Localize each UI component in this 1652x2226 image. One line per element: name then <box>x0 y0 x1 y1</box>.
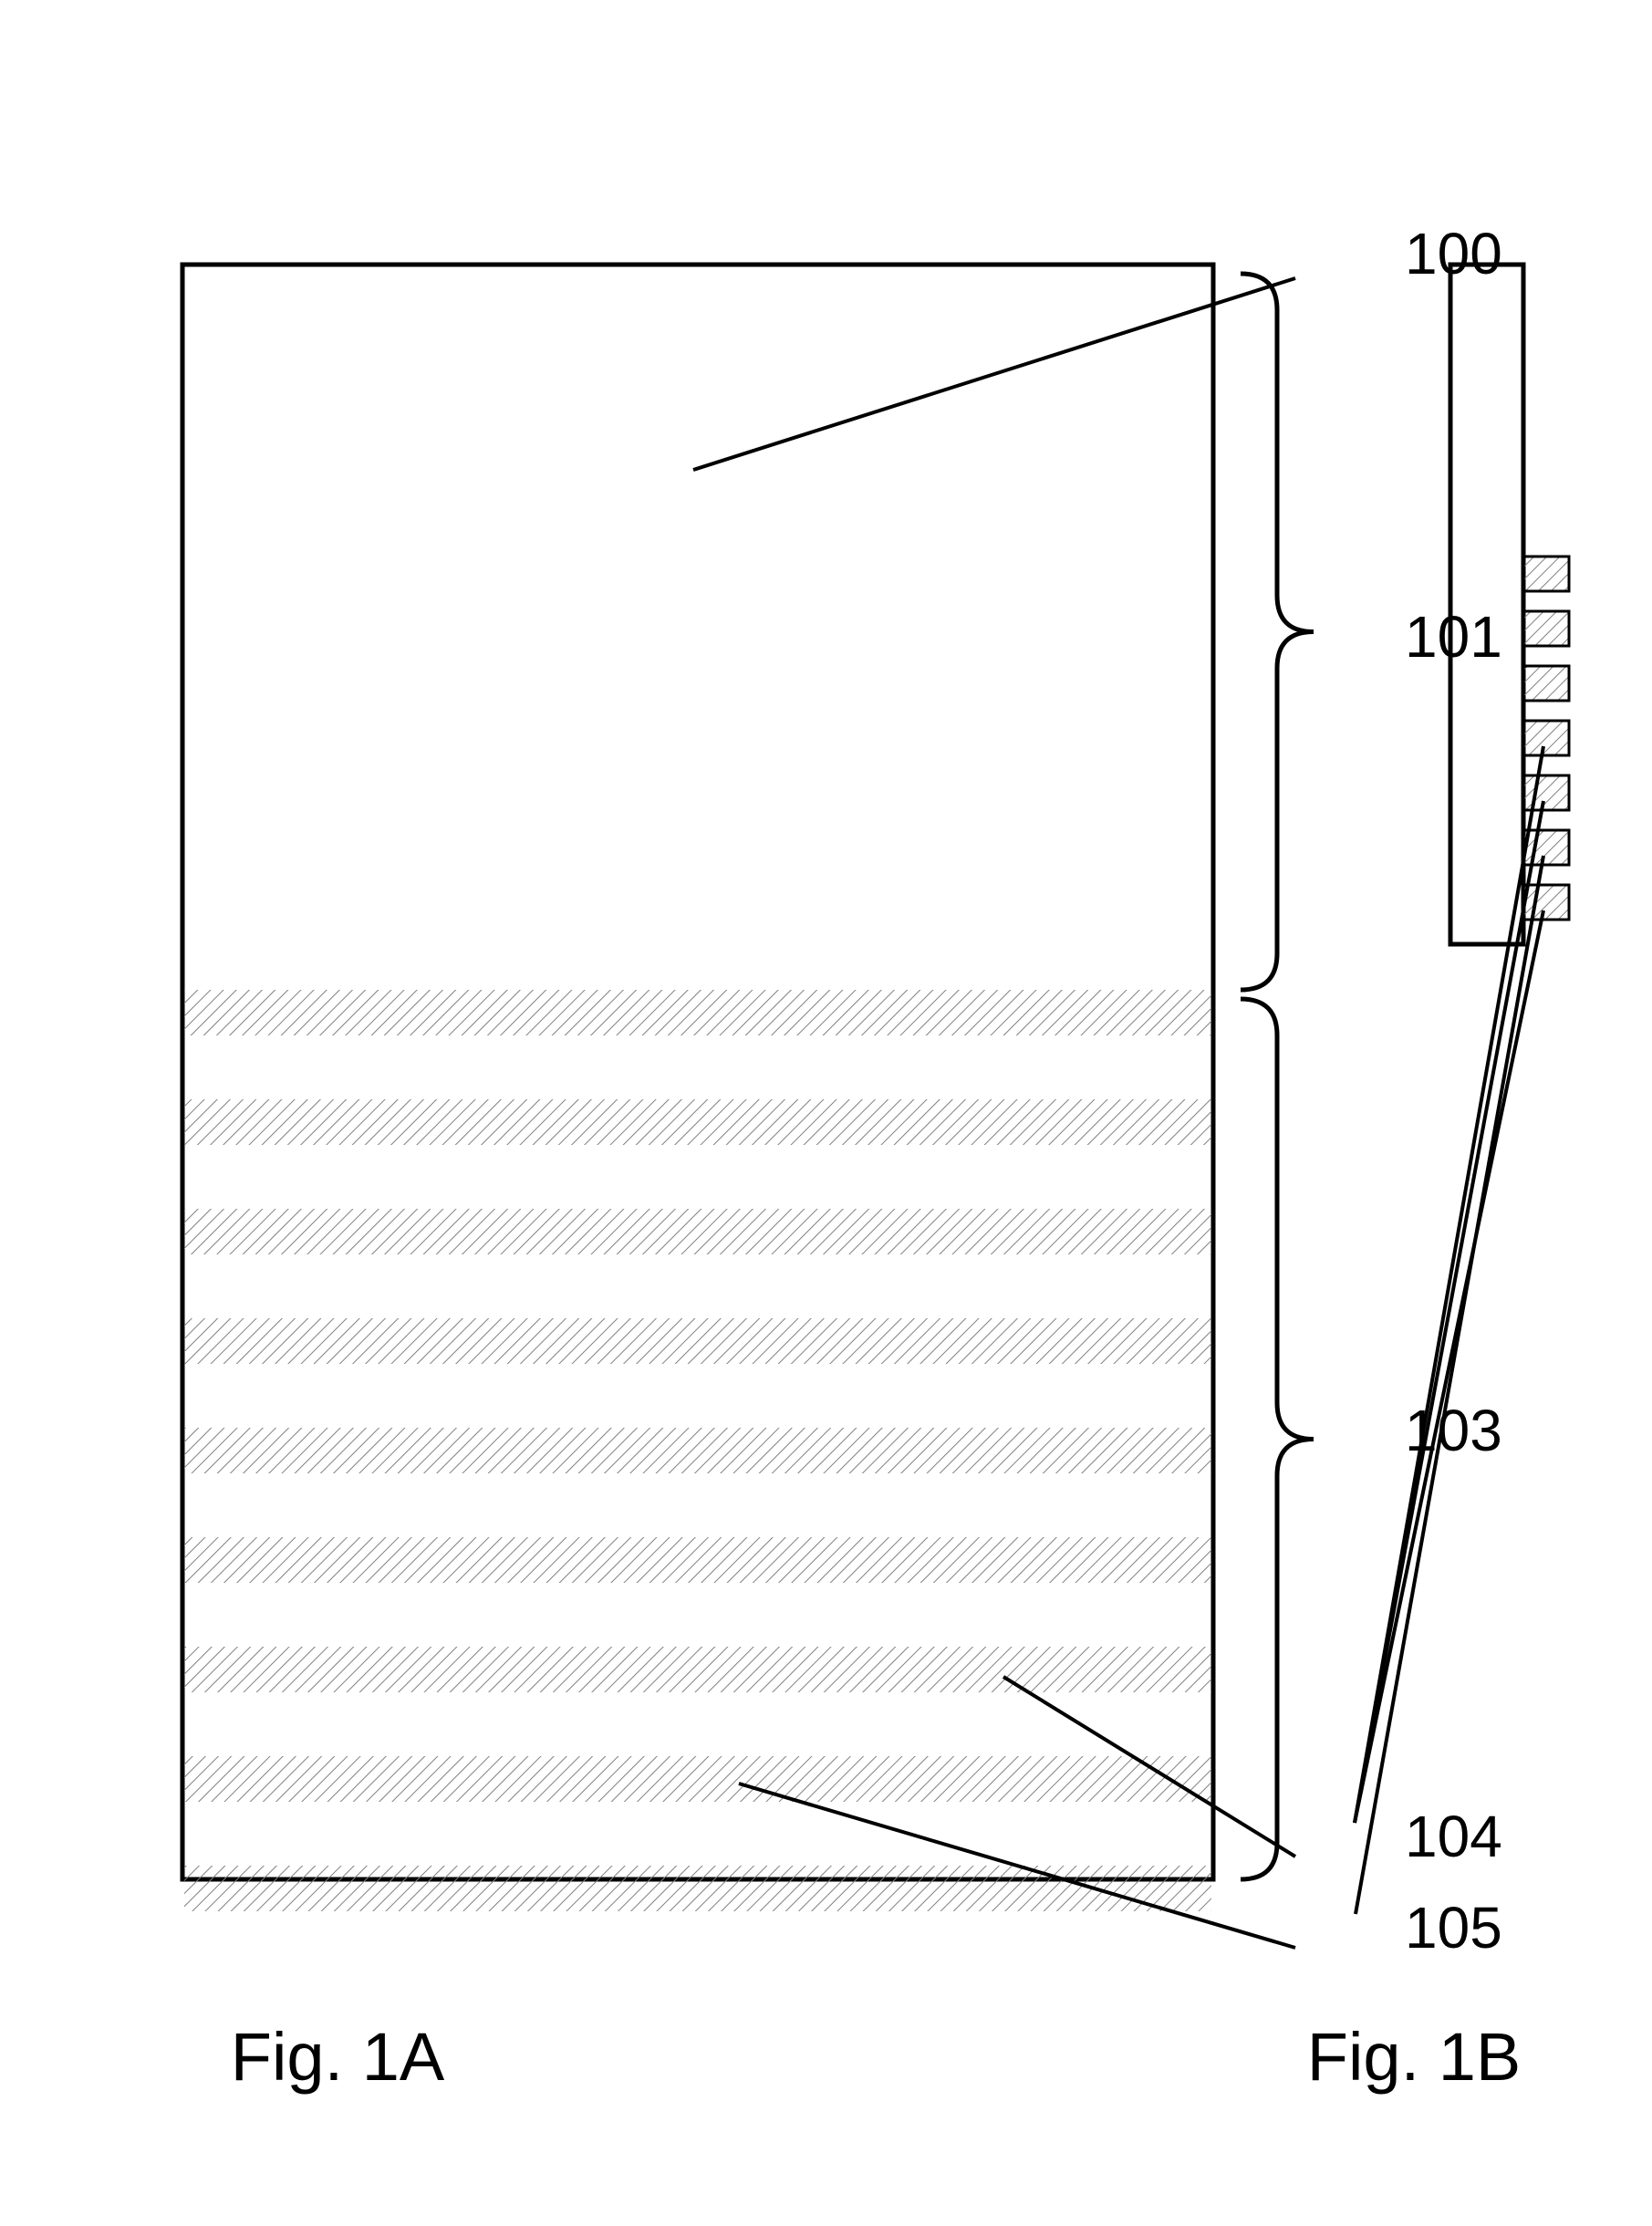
structure-100 <box>182 265 1213 1879</box>
label-100: 100 <box>1405 221 1502 286</box>
leader-line <box>1355 910 1543 1823</box>
leader-line <box>693 278 1295 470</box>
layer-104 <box>184 1428 1211 1473</box>
layer-104 <box>184 1756 1211 1802</box>
layer-104 <box>184 990 1211 1035</box>
layer-104 <box>184 1099 1211 1145</box>
label-105: 105 <box>1405 1895 1502 1961</box>
label-104: 104 <box>1405 1804 1502 1869</box>
brace <box>1241 999 1314 1879</box>
layer-104 <box>184 1318 1211 1364</box>
figb-tooth <box>1523 775 1569 810</box>
caption-fig-1a: Fig. 1A <box>231 2019 445 2095</box>
layer-104 <box>184 1647 1211 1692</box>
label-101: 101 <box>1405 604 1502 670</box>
figb-tooth <box>1523 556 1569 591</box>
layer-105 <box>184 1866 1211 1911</box>
leader-line <box>1355 801 1543 1823</box>
leader-line <box>1356 856 1543 1914</box>
figb-tooth <box>1523 721 1569 755</box>
fig-1a: 100101103104105Fig. 1A <box>182 221 1502 2095</box>
brace <box>1241 274 1314 990</box>
figb-tooth <box>1523 611 1569 646</box>
layer-104 <box>184 1209 1211 1254</box>
figb-tooth <box>1523 885 1569 920</box>
layer-104 <box>184 1537 1211 1583</box>
figb-tooth <box>1523 666 1569 701</box>
caption-fig-1b: Fig. 1B <box>1307 2019 1521 2095</box>
figb-tooth <box>1523 830 1569 865</box>
